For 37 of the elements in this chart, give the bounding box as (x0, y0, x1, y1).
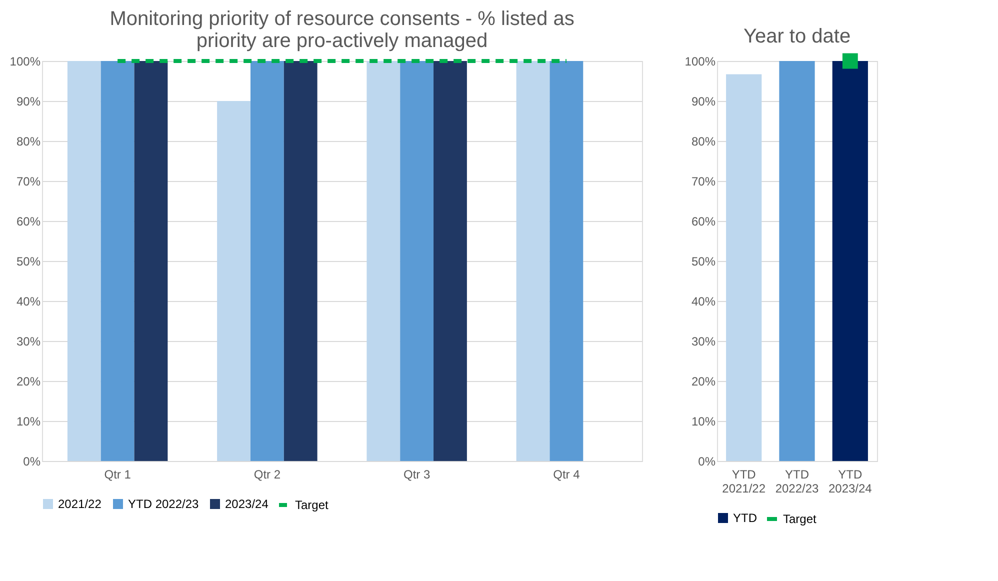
y-tick-label: 0% (698, 454, 716, 468)
y-tick-label: 0% (23, 454, 41, 468)
legend-label: Target (295, 498, 330, 512)
y-tick-label: 90% (16, 94, 41, 108)
x-tick-label: YTD 2023/24 (828, 468, 872, 496)
y-tick-label: 70% (691, 174, 716, 188)
x-tick-label: Qtr 4 (553, 468, 580, 482)
y-tick-label: 20% (691, 374, 716, 388)
x-tick-label: Qtr 2 (254, 468, 281, 482)
legend-label: Target (783, 512, 818, 526)
y-tick-label: 60% (691, 214, 716, 228)
chart-title: Monitoring priority of resource consents - % listed as priority are pro-actively managed (110, 8, 574, 52)
y-tick-label: 40% (691, 294, 716, 308)
y-tick-label: 30% (16, 334, 41, 348)
y-tick-label: 80% (16, 134, 41, 148)
x-tick-label: YTD 2022/23 (775, 468, 820, 496)
y-tick-label: 50% (691, 254, 716, 268)
x-tick-label: Qtr 1 (104, 468, 132, 482)
chart-title: Year to date (743, 25, 851, 48)
y-tick-label: 20% (16, 374, 41, 388)
x-tick-label: YTD 2021/22 (722, 468, 766, 496)
legend-label: YTD (733, 511, 758, 525)
legend-label: 2023/24 (225, 497, 269, 511)
y-tick-label: 90% (691, 94, 716, 108)
y-tick-label: 60% (16, 214, 41, 228)
legend-label: 2021/22 (58, 497, 102, 511)
y-tick-label: 70% (16, 174, 41, 188)
y-tick-label: 50% (16, 254, 41, 268)
y-tick-label: 10% (16, 414, 41, 428)
y-tick-label: 100% (10, 54, 41, 68)
y-tick-label: 40% (16, 294, 41, 308)
x-tick-label: Qtr 3 (403, 468, 430, 482)
y-tick-label: 80% (691, 134, 716, 148)
y-tick-label: 30% (691, 334, 716, 348)
legend-label: YTD 2022/23 (128, 497, 200, 511)
y-tick-label: 10% (691, 414, 716, 428)
y-tick-label: 100% (684, 54, 716, 68)
